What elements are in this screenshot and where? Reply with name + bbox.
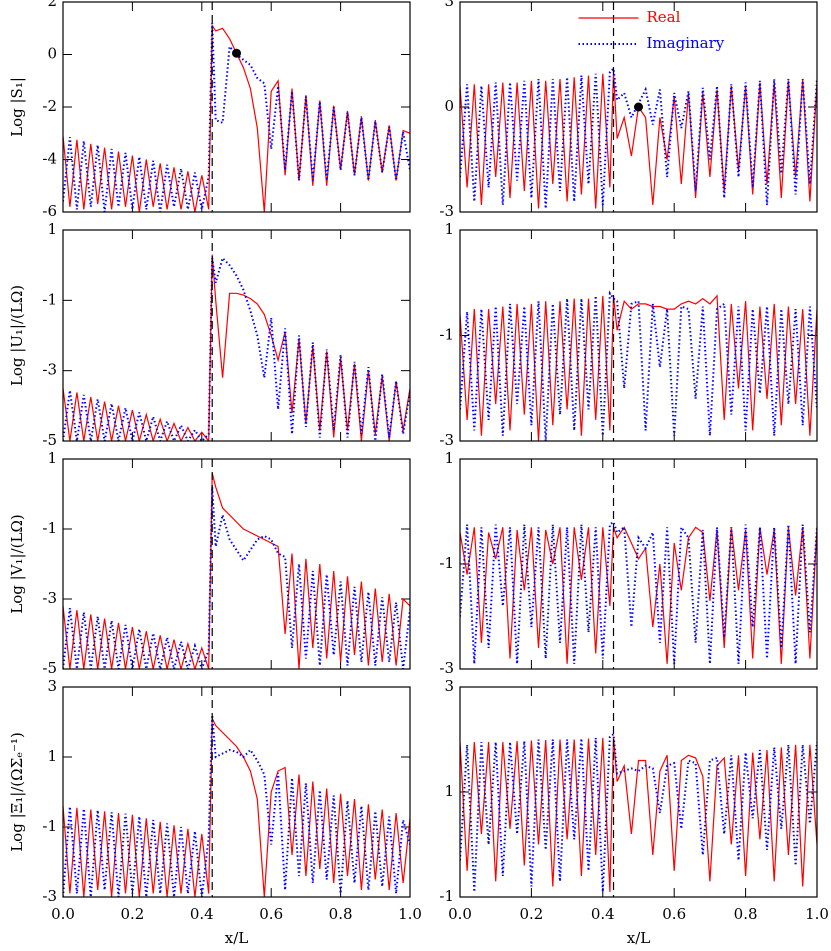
series-line — [460, 526, 817, 664]
series-line — [63, 256, 410, 441]
plot-area — [63, 254, 410, 441]
x-tick-label: 0.8 — [329, 905, 353, 923]
x-tick-label: 1.0 — [398, 905, 422, 923]
y-axis-label: Log |Ξ₁|/(ΩΣₑ⁻¹) — [8, 732, 26, 852]
y-tick-label: -5 — [42, 659, 57, 677]
x-tick-label: 1.0 — [805, 905, 829, 923]
panel: -6 -4 -2 0 2 Log |S₁| — [8, 0, 411, 220]
y-tick-label: 0 — [444, 97, 454, 115]
y-tick-label: 3 — [444, 677, 454, 695]
series-line — [460, 294, 817, 441]
x-axis-label: x/L — [225, 929, 249, 947]
y-tick-label: 3 — [444, 0, 454, 10]
plot-area — [460, 66, 817, 209]
y-axis-label: Log |V₁|/(LΩ) — [8, 514, 26, 613]
series-line — [460, 732, 817, 892]
y-tick-label: 1 — [444, 782, 454, 800]
frame — [62, 229, 411, 442]
panel: -5 -3 -1 1 Log |V₁|/(LΩ) — [8, 449, 411, 677]
x-tick-label: 0.8 — [734, 905, 758, 923]
x-tick-label: 0.4 — [190, 905, 214, 923]
panel: -3 -1 1 — [439, 449, 818, 677]
y-tick-label: 0 — [47, 45, 57, 63]
series-line — [460, 736, 817, 892]
y-tick-label: -6 — [42, 202, 57, 220]
panel: -3 -1 1 3 0.0 0.2 0.4 0.6 0.8 1.0 Log |Ξ₁|/(ΩΣₑ⁻¹)… — [8, 677, 422, 947]
frame — [459, 229, 818, 442]
y-axis-label: Log |U₁|/(LΩ) — [8, 285, 26, 386]
plot-area — [460, 520, 817, 664]
series-line — [63, 254, 410, 441]
series-line — [63, 486, 410, 669]
y-tick-label: 1 — [444, 220, 454, 238]
marker — [232, 48, 241, 58]
frame — [62, 1, 411, 213]
plot-area — [63, 714, 410, 897]
y-tick-label: 1 — [47, 220, 57, 238]
y-tick-label: -3 — [439, 431, 454, 449]
x-tick-label: 0.0 — [448, 905, 472, 923]
x-axis-label: x/L — [627, 929, 651, 947]
plot-area — [460, 290, 817, 441]
legend-label: Imaginary — [647, 34, 725, 52]
frame — [459, 1, 818, 213]
panel: -3 0 3 Real Imaginary — [439, 0, 818, 220]
frame — [459, 686, 818, 898]
x-tick-label: 0.6 — [259, 905, 283, 923]
x-tick-label: 0.2 — [519, 905, 543, 923]
marker — [634, 102, 643, 112]
plot-area — [63, 472, 410, 669]
y-tick-label: -3 — [42, 361, 57, 379]
series-line — [63, 714, 410, 897]
y-tick-label: -4 — [42, 150, 57, 168]
series-line — [460, 66, 817, 209]
y-tick-label: -3 — [439, 202, 454, 220]
plot-area — [460, 732, 817, 892]
x-tick-label: 0.6 — [662, 905, 686, 923]
frame — [62, 458, 411, 670]
y-tick-label: -2 — [42, 97, 57, 115]
y-tick-label: -1 — [439, 554, 454, 572]
y-tick-label: -3 — [42, 887, 57, 905]
y-axis-label: Log |S₁| — [8, 77, 26, 137]
series-line — [63, 22, 410, 212]
frame — [62, 686, 411, 898]
x-tick-label: 0.4 — [591, 905, 615, 923]
panel: -1 1 3 0.0 0.2 0.4 0.6 0.8 1.0 x/L — [439, 677, 829, 947]
y-tick-label: -3 — [439, 659, 454, 677]
x-tick-label: 0.0 — [51, 905, 75, 923]
y-tick-label: 1 — [47, 747, 57, 765]
y-tick-label: -1 — [439, 326, 454, 344]
y-tick-label: 3 — [47, 677, 57, 695]
y-tick-label: -1 — [439, 887, 454, 905]
y-tick-label: 1 — [444, 449, 454, 467]
plot-area — [63, 22, 410, 212]
y-tick-label: -1 — [42, 290, 57, 308]
y-tick-label: -1 — [42, 817, 57, 835]
panel: -5 -3 -1 1 Log |U₁|/(LΩ) — [8, 220, 411, 449]
series-line — [460, 520, 817, 664]
y-tick-label: -3 — [42, 589, 57, 607]
series-line — [63, 472, 410, 669]
x-tick-label: 0.2 — [120, 905, 144, 923]
panel: -3 -1 1 — [439, 220, 818, 449]
y-tick-label: -1 — [42, 519, 57, 537]
frame — [459, 458, 818, 670]
series-line — [460, 290, 817, 441]
series-line — [63, 718, 410, 897]
legend-label: Real — [647, 8, 681, 26]
y-tick-label: -5 — [42, 431, 57, 449]
y-tick-label: 2 — [47, 0, 57, 10]
y-tick-label: 1 — [47, 449, 57, 467]
